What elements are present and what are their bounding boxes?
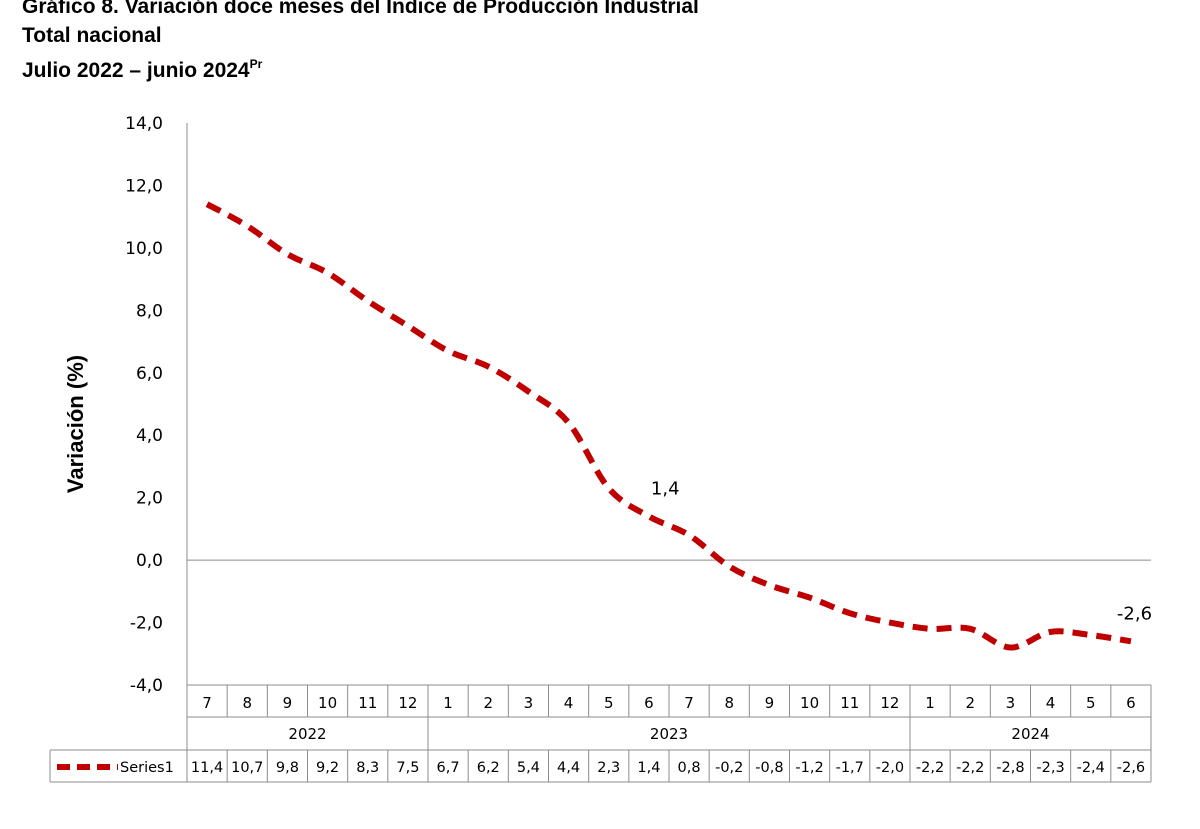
table-value: -2,2 <box>916 760 944 776</box>
data-point <box>687 533 692 538</box>
table-value: 9,8 <box>276 760 299 776</box>
table-value: 9,2 <box>316 760 339 776</box>
table-value: -2,8 <box>996 760 1024 776</box>
data-point <box>807 595 812 600</box>
month-label: 7 <box>684 694 694 712</box>
series-line <box>205 201 1132 651</box>
table-value: 10,7 <box>231 760 263 776</box>
data-point <box>727 564 732 569</box>
y-tick-label: 6,0 <box>136 364 163 384</box>
month-label: 5 <box>1086 694 1096 712</box>
y-tick-label: 4,0 <box>136 426 163 446</box>
y-tick-label: -4,0 <box>130 676 163 696</box>
year-label: 2022 <box>288 725 326 743</box>
table-value: 8,3 <box>356 760 379 776</box>
data-point <box>365 298 370 303</box>
chart-period: Julio 2022 – junio 2024Pr <box>22 50 699 85</box>
data-point <box>767 583 772 588</box>
y-tick-label: 2,0 <box>136 489 163 509</box>
table-value: -2,4 <box>1077 760 1105 776</box>
table-value: -2,6 <box>1117 760 1145 776</box>
month-label: 12 <box>880 694 899 712</box>
table-value: -0,2 <box>715 760 743 776</box>
data-label: 1,4 <box>651 478 680 499</box>
table-value: -2,2 <box>956 760 984 776</box>
data-point <box>646 514 651 519</box>
table-value: -2,3 <box>1036 760 1064 776</box>
data-point <box>245 224 250 229</box>
table-value: -0,8 <box>755 760 783 776</box>
data-point <box>1088 633 1093 638</box>
month-label: 9 <box>283 694 293 712</box>
month-label: 1 <box>925 694 935 712</box>
data-point <box>968 626 973 631</box>
table-value: 1,4 <box>637 760 660 776</box>
month-label: 5 <box>604 694 614 712</box>
month-label: 3 <box>1006 694 1016 712</box>
data-point <box>205 202 210 207</box>
month-label: 9 <box>765 694 775 712</box>
month-label: 4 <box>564 694 574 712</box>
y-tick-label: 8,0 <box>136 301 163 321</box>
data-point <box>405 323 410 328</box>
data-point <box>486 364 491 369</box>
month-label: 6 <box>1126 694 1136 712</box>
month-label: 2 <box>483 694 493 712</box>
month-label: 8 <box>724 694 734 712</box>
data-point <box>325 270 330 275</box>
table-value: -2,0 <box>876 760 904 776</box>
table-value: 0,8 <box>678 760 701 776</box>
year-label: 2024 <box>1011 725 1049 743</box>
chart-titles: Gráfico 8. Variación doce meses del Índi… <box>22 0 699 85</box>
table-value: 2,3 <box>597 760 620 776</box>
chart-period-text: Julio 2022 – junio 2024 <box>22 59 250 82</box>
y-axis-title: Variación (%) <box>63 355 88 493</box>
table-value: -1,7 <box>836 760 864 776</box>
data-point <box>606 486 611 491</box>
y-tick-label: 0,0 <box>136 551 163 571</box>
data-point <box>928 626 933 631</box>
y-tick-label: 10,0 <box>125 239 163 259</box>
data-point <box>566 420 571 425</box>
month-label: 11 <box>840 694 859 712</box>
month-label: 1 <box>443 694 453 712</box>
month-label: 12 <box>398 694 417 712</box>
data-point <box>526 389 531 394</box>
month-label: 8 <box>242 694 252 712</box>
table-value: 6,2 <box>477 760 500 776</box>
y-tick-label: 12,0 <box>125 176 163 196</box>
month-label: 10 <box>800 694 819 712</box>
table-value: 4,4 <box>557 760 580 776</box>
data-point <box>1048 629 1053 634</box>
month-label: 7 <box>202 694 212 712</box>
table-value: 11,4 <box>191 760 223 776</box>
month-label: 3 <box>524 694 534 712</box>
data-point <box>1008 645 1013 650</box>
month-label: 11 <box>358 694 377 712</box>
table-value: -1,2 <box>795 760 823 776</box>
y-tick-label: -2,0 <box>130 614 163 634</box>
month-label: 4 <box>1046 694 1056 712</box>
year-label: 2023 <box>650 725 688 743</box>
y-tick-label: 14,0 <box>125 114 163 134</box>
table-value: 7,5 <box>396 760 419 776</box>
data-label: -2,6 <box>1117 603 1152 624</box>
provisional-superscript: Pr <box>249 57 263 71</box>
legend-label: Series1 <box>120 760 174 776</box>
data-point <box>887 620 892 625</box>
month-label: 2 <box>965 694 975 712</box>
table-value: 5,4 <box>517 760 540 776</box>
table-value: 6,7 <box>437 760 460 776</box>
chart-subtitle: Total nacional <box>22 24 162 47</box>
data-point <box>285 252 290 257</box>
data-point <box>446 348 451 353</box>
data-point <box>1128 639 1133 644</box>
chart-title: Gráfico 8. Variación doce meses del Índi… <box>22 0 699 18</box>
month-label: 10 <box>318 694 337 712</box>
data-point <box>847 611 852 616</box>
month-label: 6 <box>644 694 654 712</box>
